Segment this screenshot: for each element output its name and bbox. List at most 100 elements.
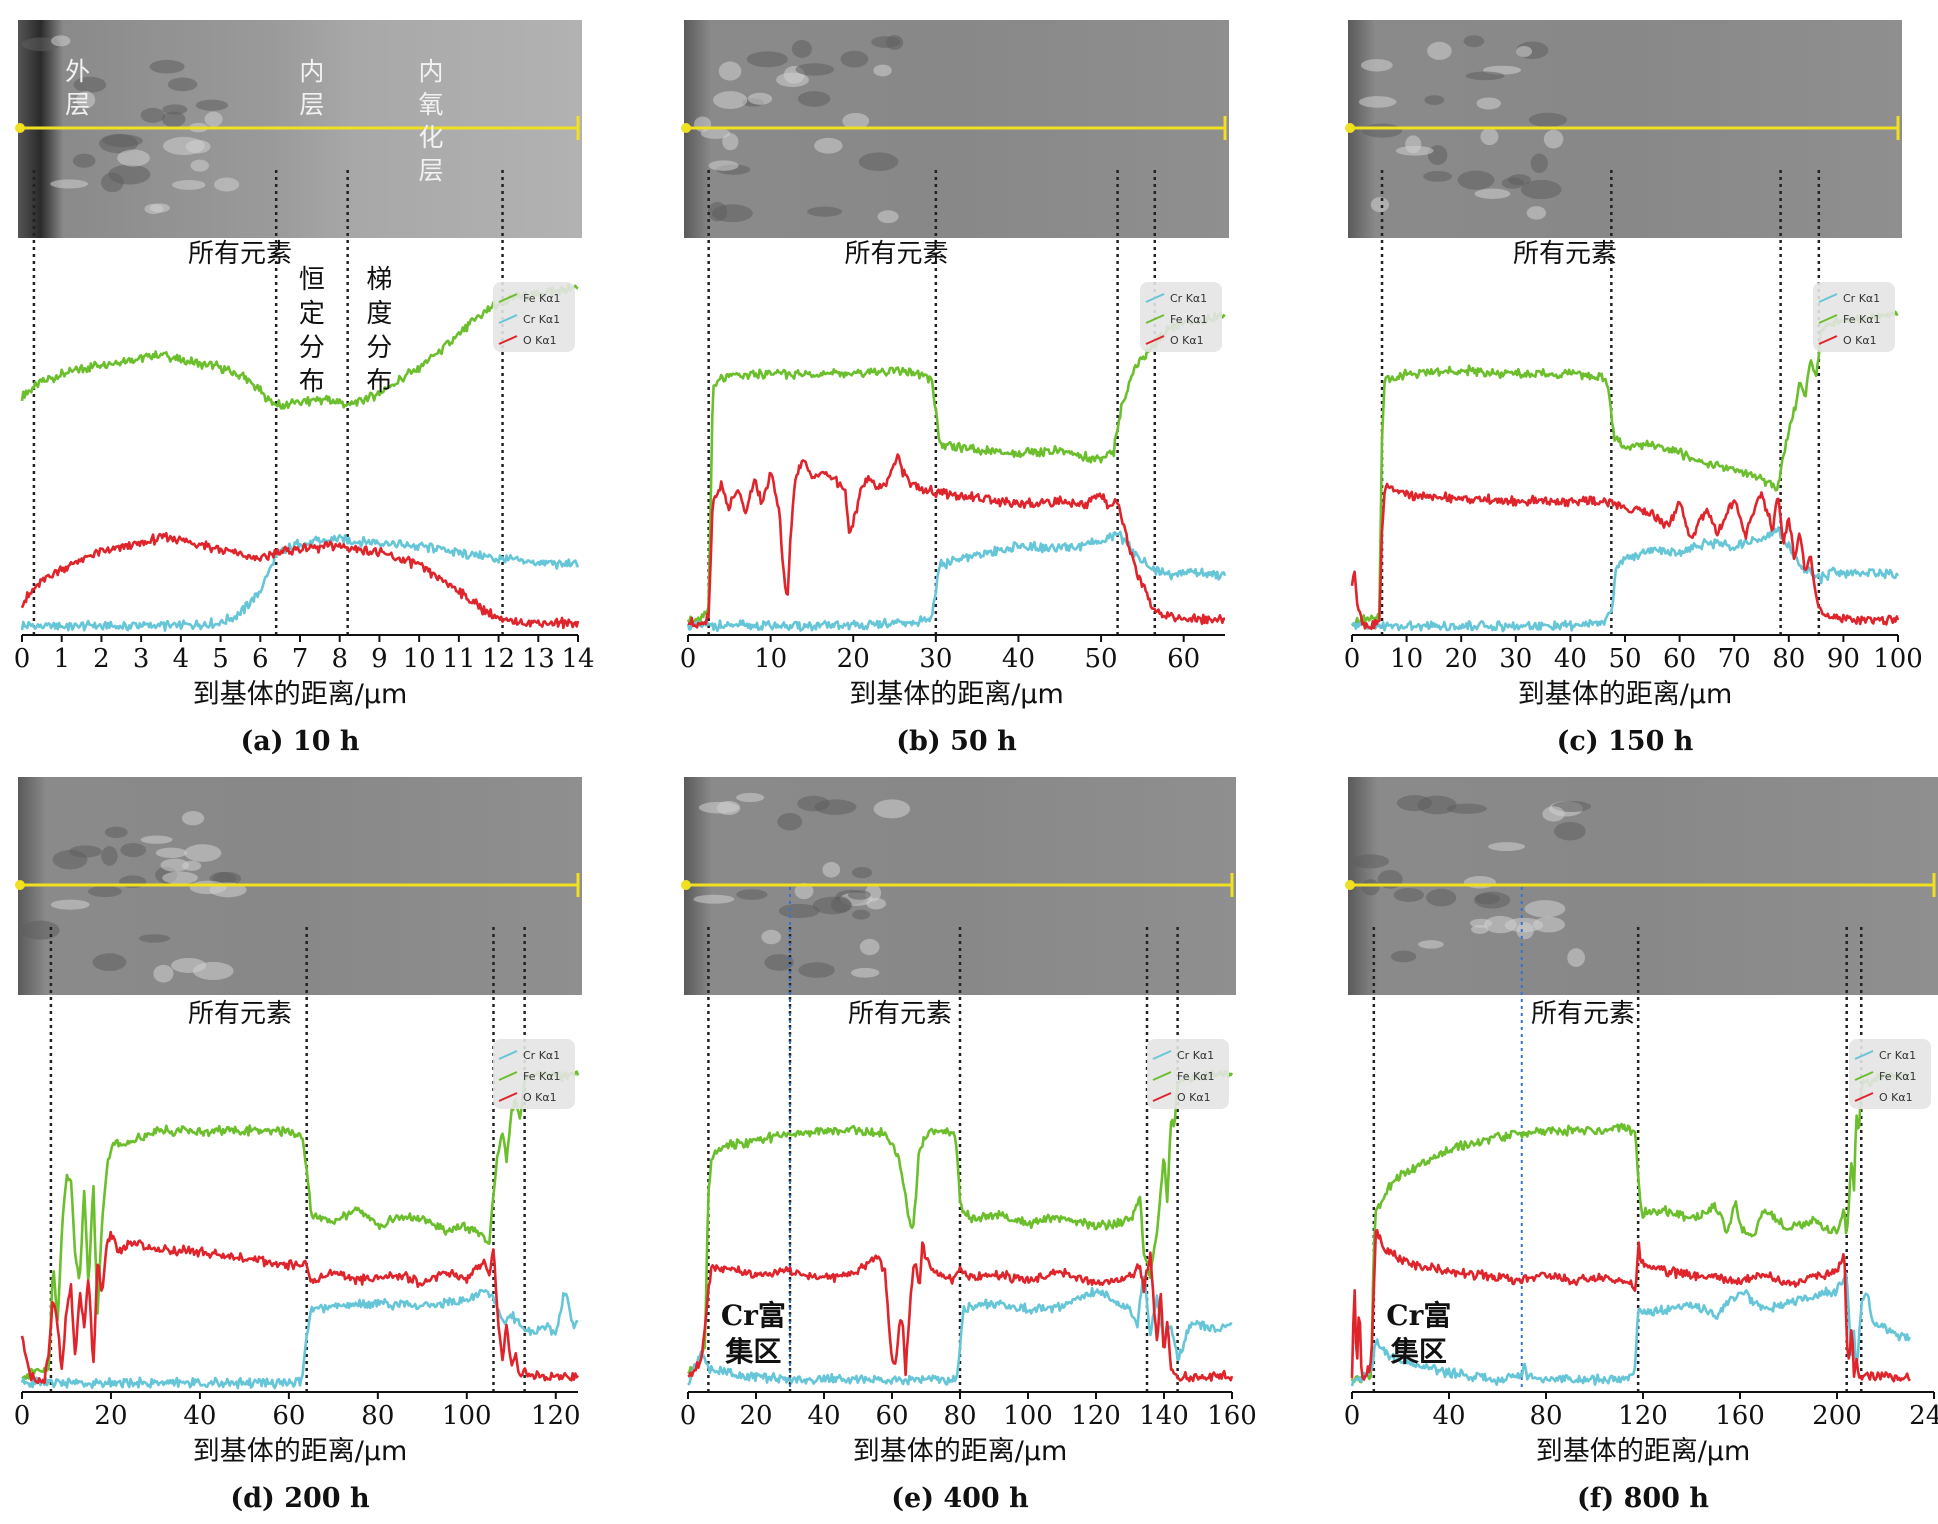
- legend-entry: O Kα1: [523, 334, 557, 347]
- all-elements-label: 所有元素: [848, 999, 952, 1029]
- legend-entry: Fe Kα1: [1177, 1070, 1214, 1083]
- legend-swatch: [498, 314, 518, 324]
- series-line-fe: [1350, 310, 1899, 628]
- legend-swatch: [1152, 1050, 1172, 1060]
- scan-start-marker: [1345, 123, 1355, 133]
- x-tick-label: 40: [183, 1401, 216, 1431]
- series-line-fe: [20, 283, 579, 410]
- oxide-grain: [851, 967, 880, 978]
- oxide-grain: [193, 961, 234, 981]
- oxide-grain: [761, 929, 782, 945]
- sem-image: [681, 20, 1229, 238]
- x-tick-label: 10: [403, 644, 436, 674]
- legend-entry: Cr Kα1: [523, 313, 560, 326]
- oxide-grain: [1362, 123, 1403, 138]
- cr-rich-region-label: Cr富集区: [721, 1299, 786, 1368]
- oxide-grain: [167, 77, 198, 92]
- x-tick-label: 100: [1873, 644, 1923, 674]
- x-tick-label: 240: [1909, 1401, 1938, 1431]
- oxide-grain: [21, 920, 60, 940]
- oxide-grain: [852, 909, 871, 920]
- x-tick-label: 40: [1432, 1401, 1465, 1431]
- legend-box: [1147, 1039, 1229, 1109]
- x-tick-label: 120: [531, 1401, 581, 1431]
- oxide-grain: [1361, 879, 1380, 896]
- legend-entry: Fe Kα1: [1879, 1070, 1916, 1083]
- series-line-fe: [21, 1070, 580, 1380]
- legend-swatch: [498, 1092, 518, 1102]
- oxide-grain: [777, 812, 803, 831]
- x-tick-label: 30: [1499, 644, 1532, 674]
- legend-entry: Cr Kα1: [523, 1049, 560, 1062]
- legend-swatch: [1818, 314, 1838, 324]
- oxide-grain: [1360, 59, 1393, 72]
- oxide-grain: [117, 149, 150, 167]
- x-tick-label: 0: [14, 644, 31, 674]
- legend-entry: Cr Kα1: [1843, 292, 1880, 305]
- oxide-grain: [140, 107, 165, 123]
- layer-label: 内氧化层: [419, 57, 444, 185]
- all-elements-label: 所有元素: [1531, 999, 1635, 1029]
- legend-entry: Fe Kα1: [1170, 313, 1207, 326]
- x-tick-label: 10: [1390, 644, 1423, 674]
- oxide-grain: [190, 159, 209, 172]
- legend-swatch: [498, 293, 518, 303]
- legend: Cr Kα1 Fe Kα1 O Kα1: [1147, 1039, 1229, 1109]
- oxide-grain: [885, 35, 904, 50]
- oxide-grain: [812, 896, 853, 915]
- oxide-grain: [797, 795, 830, 812]
- oxide-grain: [1465, 71, 1505, 81]
- oxide-grain: [162, 871, 198, 885]
- all-elements-label: 所有元素: [188, 999, 292, 1029]
- oxide-grain: [693, 894, 735, 904]
- oxide-grain: [1426, 888, 1457, 907]
- x-tick-label: 100: [442, 1401, 492, 1431]
- x-tick-label: 120: [1618, 1401, 1668, 1431]
- oxide-grain: [814, 137, 843, 154]
- oxide-grain: [807, 206, 843, 217]
- oxide-grain: [92, 953, 127, 971]
- layer-label: 外层: [65, 57, 90, 119]
- legend-entry: O Kα1: [523, 1091, 557, 1104]
- panel-caption: (f) 800 h: [1577, 1483, 1709, 1514]
- panel-caption: (b) 50 h: [896, 726, 1017, 757]
- oxide-grain: [87, 885, 122, 898]
- x-tick-label: 14: [561, 644, 594, 674]
- panel-e: 0 20 40 60 80 100 120 140 160 到基体的距离/μm (e) 400 h 所…: [680, 777, 1257, 1514]
- oxide-grain: [68, 845, 102, 858]
- oxide-grain: [73, 76, 107, 93]
- oxide-grain: [50, 179, 89, 189]
- oxide-grain: [1424, 95, 1445, 105]
- series-line-o: [687, 1241, 1234, 1383]
- x-tick-label: 20: [94, 1401, 127, 1431]
- oxide-grain: [716, 800, 741, 816]
- legend-box: [493, 282, 575, 352]
- oxide-grain: [161, 111, 186, 128]
- panel-caption: (e) 400 h: [891, 1483, 1029, 1514]
- oxide-grain: [859, 938, 880, 956]
- oxide-grain: [746, 51, 789, 68]
- oxide-grain: [1520, 179, 1562, 200]
- oxide-grain: [852, 867, 873, 879]
- x-tick-label: 0: [680, 644, 697, 674]
- x-axis-label: 到基体的距离/μm: [193, 1436, 408, 1467]
- oxide-grain: [214, 177, 240, 192]
- oxide-grain: [102, 134, 143, 148]
- legend-swatch: [1854, 1050, 1874, 1060]
- oxide-grain: [778, 903, 820, 919]
- oxide-grain: [822, 862, 841, 878]
- scan-start-marker: [681, 123, 691, 133]
- legend-entry: O Kα1: [1170, 334, 1204, 347]
- oxide-grain: [101, 846, 118, 866]
- oxide-grain: [172, 179, 206, 190]
- x-tick-label: 20: [739, 1401, 772, 1431]
- x-tick-label: 60: [272, 1401, 305, 1431]
- oxide-grain: [1351, 854, 1390, 869]
- legend-swatch: [1152, 1071, 1172, 1081]
- oxide-grain: [149, 203, 170, 213]
- oxide-grain: [700, 127, 731, 139]
- legend: Cr Kα1 Fe Kα1 O Kα1: [493, 1039, 575, 1109]
- x-tick-label: 10: [754, 644, 787, 674]
- legend-box: [1849, 1039, 1931, 1109]
